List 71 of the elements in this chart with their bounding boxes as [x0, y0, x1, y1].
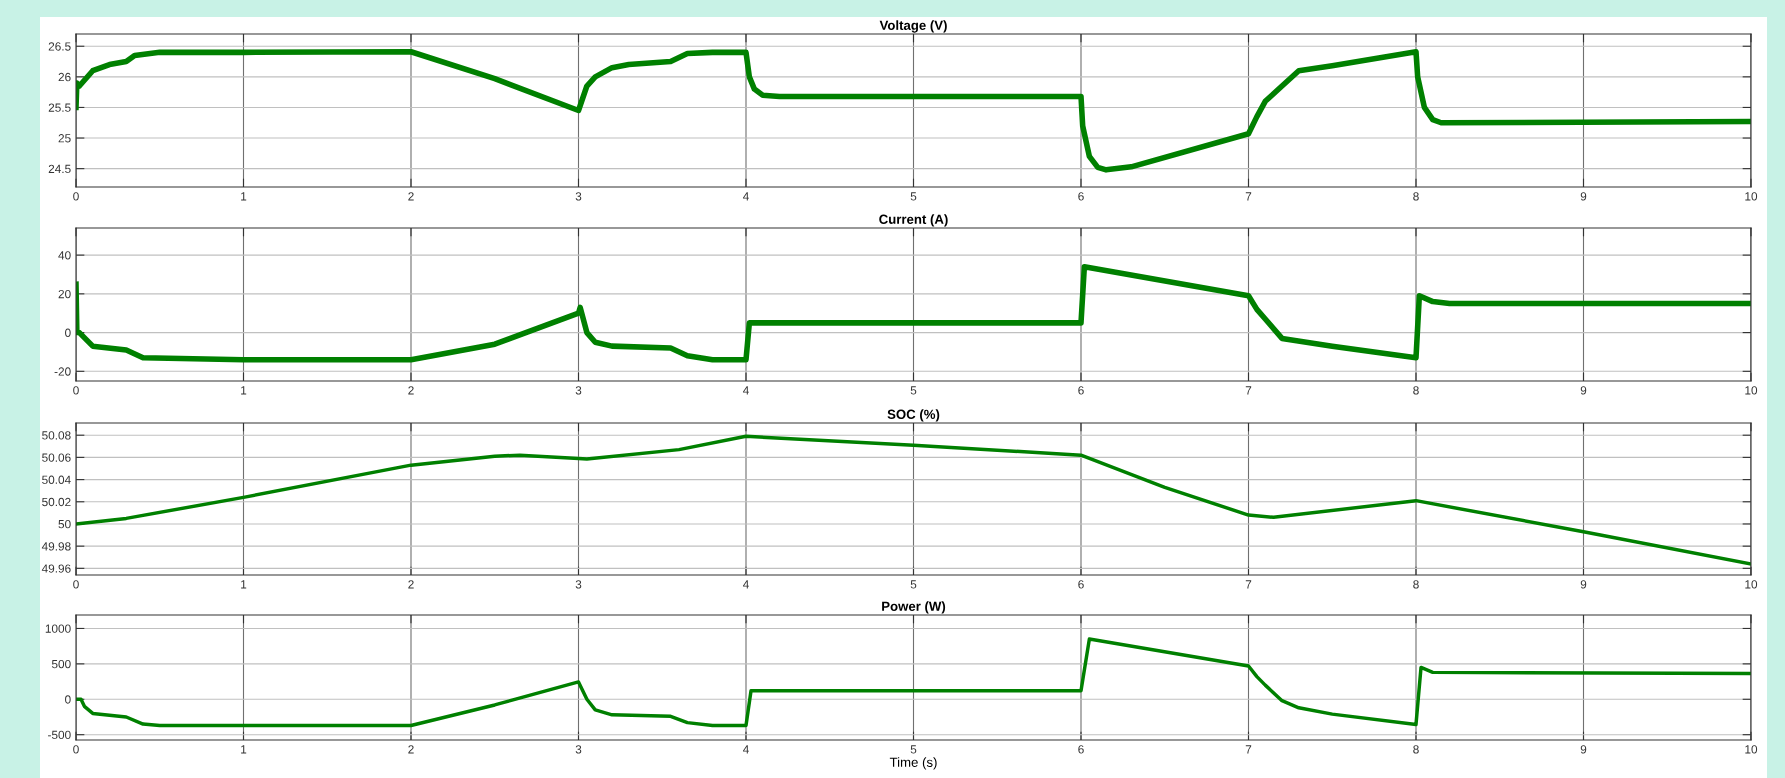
x-tick-label: 5 — [910, 745, 917, 754]
x-tick-label: 8 — [1413, 745, 1419, 754]
y-tick-label: 20 — [58, 289, 71, 299]
line-series — [76, 637, 1751, 728]
x-tick-label: 10 — [1745, 386, 1758, 395]
x-tick-label: 8 — [1413, 192, 1419, 201]
x-tick-label: 7 — [1245, 745, 1252, 754]
x-tick-label: 1 — [241, 745, 247, 754]
y-tick-label: 49.96 — [41, 564, 71, 573]
x-tick-label: 6 — [1078, 580, 1084, 589]
x-tick-label: 0 — [73, 745, 79, 754]
x-tick-label: 4 — [742, 386, 749, 395]
y-tick-label: 0 — [65, 695, 71, 704]
x-tick-label: 1 — [241, 580, 247, 589]
y-tick-label: 26 — [58, 72, 71, 82]
x-tick-label: 7 — [1245, 386, 1252, 395]
x-tick-label: 2 — [408, 386, 414, 395]
x-tick-label: 0 — [73, 386, 79, 395]
y-tick-label: 24.5 — [48, 164, 71, 174]
x-tick-label: 6 — [1078, 192, 1084, 201]
x-tick-label: 3 — [575, 386, 582, 395]
y-tick-label: 0 — [65, 328, 71, 337]
x-tick-label: 2 — [408, 580, 414, 589]
y-tick-label: 25.5 — [48, 103, 71, 112]
x-tick-label: 7 — [1245, 192, 1252, 201]
chart-title: Power (W) — [882, 601, 946, 614]
line-series — [76, 434, 1751, 566]
x-tick-label: 10 — [1745, 745, 1758, 754]
y-tick-label: 40 — [58, 251, 71, 260]
x-tick-label: 4 — [742, 745, 749, 754]
x-axis-title: Time (s) — [889, 757, 937, 770]
chart-title: SOC (%) — [887, 409, 940, 422]
y-tick-label: 50.06 — [42, 453, 71, 462]
y-tick-label: 50.02 — [42, 497, 71, 507]
y-tick-label: 50.04 — [42, 475, 71, 484]
x-tick-label: 8 — [1413, 386, 1419, 395]
x-tick-label: 6 — [1078, 386, 1084, 395]
chart-title: Current (A) — [879, 214, 948, 227]
x-tick-label: 5 — [910, 580, 917, 589]
y-tick-label: -20 — [54, 367, 71, 376]
x-tick-label: 4 — [742, 192, 749, 201]
x-tick-label: 6 — [1078, 745, 1084, 754]
y-tick-label: 25 — [58, 134, 71, 143]
x-tick-label: 2 — [408, 192, 414, 201]
chart-title: Voltage (V) — [879, 20, 947, 33]
x-tick-label: 2 — [408, 745, 414, 754]
y-tick-label: 49.98 — [41, 542, 71, 551]
x-tick-label: 0 — [73, 192, 79, 201]
x-tick-label: 1 — [241, 386, 247, 395]
x-tick-label: 7 — [1245, 580, 1252, 589]
x-tick-label: 9 — [1580, 580, 1587, 589]
x-tick-label: 10 — [1745, 192, 1758, 201]
y-tick-label: 50 — [58, 520, 71, 529]
x-tick-label: 5 — [910, 386, 917, 395]
x-tick-label: 0 — [73, 580, 79, 589]
y-tick-label: 1000 — [45, 624, 71, 633]
y-tick-label: 26.5 — [48, 42, 71, 51]
y-tick-label: 50.08 — [42, 431, 71, 440]
x-tick-label: 9 — [1580, 386, 1587, 395]
x-tick-label: 9 — [1580, 745, 1587, 754]
y-tick-label: 500 — [51, 659, 71, 669]
x-tick-label: 9 — [1580, 192, 1587, 201]
x-tick-label: 8 — [1413, 580, 1419, 589]
x-tick-label: 4 — [742, 580, 749, 589]
x-tick-label: 3 — [575, 580, 582, 589]
x-tick-label: 5 — [910, 192, 917, 201]
x-tick-label: 10 — [1745, 580, 1758, 589]
x-tick-label: 3 — [575, 745, 582, 754]
y-tick-label: -500 — [48, 730, 71, 740]
x-tick-label: 1 — [241, 192, 247, 201]
x-tick-label: 3 — [575, 192, 582, 201]
